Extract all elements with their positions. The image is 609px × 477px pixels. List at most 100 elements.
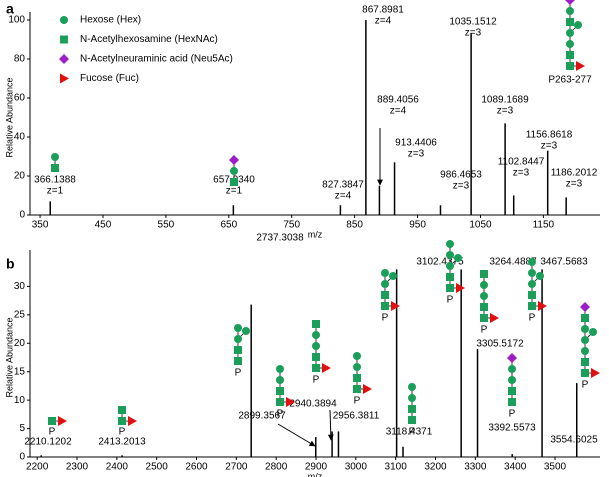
x-tick-label: 2800 <box>265 462 288 473</box>
y-tick-label: 15 <box>14 366 26 377</box>
hexnac-icon <box>480 303 488 311</box>
hexnac-icon <box>566 62 574 70</box>
y-tick-label: 40 <box>14 132 26 143</box>
fucose-icon <box>456 283 465 293</box>
peak-label: 1102.8447 <box>498 157 545 168</box>
peak-label: 3392.5573 <box>488 423 536 434</box>
legend-symbol <box>60 35 68 44</box>
y-axis-label: Relative Abundance <box>4 77 14 157</box>
charge-label: z=4 <box>375 16 392 27</box>
hexnac-icon <box>312 364 320 372</box>
panel-label: b <box>6 256 15 272</box>
glycan-peptide-label: P <box>382 313 389 324</box>
peak-label: 3102.4375 <box>416 257 464 268</box>
peak-label: 827.3847 <box>322 180 364 191</box>
glycan-peptide-label: P <box>529 313 536 324</box>
fucose-icon <box>576 61 585 71</box>
x-tick-label: 450 <box>95 220 112 231</box>
legend-label: Hexose (Hex) <box>80 15 141 26</box>
hexnac-icon <box>408 416 416 424</box>
peak-label: 2737.3038 <box>256 233 304 244</box>
neu5ac-icon <box>565 0 575 5</box>
fucose-icon <box>286 397 295 407</box>
x-tick-label: 2900 <box>305 462 328 473</box>
hexnac-icon <box>480 314 488 322</box>
legend-label: N-Acetylneuraminic acid (Neu5Ac) <box>80 54 233 65</box>
hexose-icon <box>581 325 589 333</box>
hexose-icon <box>353 352 361 360</box>
hexose-icon <box>581 347 589 355</box>
fucose-icon <box>391 301 400 311</box>
glycan-peptide-label: P <box>509 409 516 420</box>
hexnac-icon <box>381 291 389 299</box>
peak-label: 3305.5172 <box>476 339 524 350</box>
hexnac-icon <box>381 302 389 310</box>
hexose-icon <box>276 376 284 384</box>
x-tick-label: 950 <box>409 220 426 231</box>
neu5ac-icon <box>580 302 590 312</box>
hexnac-icon <box>508 398 516 406</box>
fucose-icon <box>322 363 331 373</box>
y-tick-label: 0 <box>19 452 25 463</box>
y-tick-label: 10 <box>14 395 26 406</box>
hexnac-icon <box>234 346 242 354</box>
neu5ac-icon <box>229 155 239 165</box>
hexnac-icon <box>276 398 284 406</box>
x-tick-label: 2200 <box>26 462 49 473</box>
label-arrow <box>327 409 334 441</box>
hexose-icon <box>528 258 536 266</box>
y-tick-label: 60 <box>14 93 26 104</box>
hexose-icon <box>480 292 488 300</box>
charge-label: z=3 <box>497 106 514 117</box>
peak-label: 2956.3811 <box>333 411 380 422</box>
hexnac-icon <box>353 374 361 382</box>
x-tick-label: 850 <box>346 220 363 231</box>
hexnac-icon <box>118 406 126 414</box>
y-tick-label: 20 <box>14 338 26 349</box>
fucose-icon <box>58 416 67 426</box>
glycan-peptide-label: P <box>447 295 454 306</box>
y-tick-label: 20 <box>14 171 26 182</box>
hexnac-icon <box>528 291 536 299</box>
y-tick-label: 25 <box>14 309 26 320</box>
glycan-peptide-label: P <box>313 375 320 386</box>
peak-label: 3264.4887 <box>489 257 537 268</box>
charge-label: z=3 <box>541 141 558 152</box>
hexose-icon <box>51 153 59 161</box>
hexnac-icon <box>581 358 589 366</box>
x-tick-label: 350 <box>32 220 49 231</box>
hexose-icon <box>536 272 544 280</box>
hexose-icon <box>389 272 397 280</box>
charge-label: z=1 <box>47 186 64 197</box>
hexose-icon <box>508 376 516 384</box>
x-tick-label: 3000 <box>345 462 368 473</box>
hexnac-icon <box>581 314 589 322</box>
fucose-icon <box>490 313 499 323</box>
hexnac-icon <box>566 18 574 26</box>
y-tick-label: 30 <box>14 281 26 292</box>
peak-label: 2210.1202 <box>24 437 72 448</box>
x-tick-label: 3400 <box>504 462 527 473</box>
x-axis-label: m/z <box>308 471 323 477</box>
x-axis-label: m/z <box>308 229 323 239</box>
hexose-icon <box>446 251 454 259</box>
peak-label: 366.1388 <box>34 175 76 186</box>
peak-label: 1156.8618 <box>526 130 573 141</box>
y-tick-label: 100 <box>8 15 25 26</box>
glycan-peptide-label: P <box>235 368 242 379</box>
glycan-peptide-label: P <box>277 409 284 420</box>
glycan-peptide-label: P <box>119 427 126 438</box>
glycan-peptide-label: P <box>409 427 416 438</box>
hexnac-icon <box>118 417 126 425</box>
legend-label: Fucose (Fuc) <box>80 73 139 84</box>
x-tick-label: 750 <box>283 220 300 231</box>
hexnac-icon <box>446 284 454 292</box>
hexose-icon <box>446 240 454 248</box>
hexnac-icon <box>446 273 454 281</box>
hexose-icon <box>353 363 361 371</box>
hexose-icon <box>408 383 416 391</box>
legend-label: N-Acetylhexosamine (HexNAc) <box>80 34 218 45</box>
hexose-icon <box>574 21 582 29</box>
charge-label: z=4 <box>390 106 407 117</box>
